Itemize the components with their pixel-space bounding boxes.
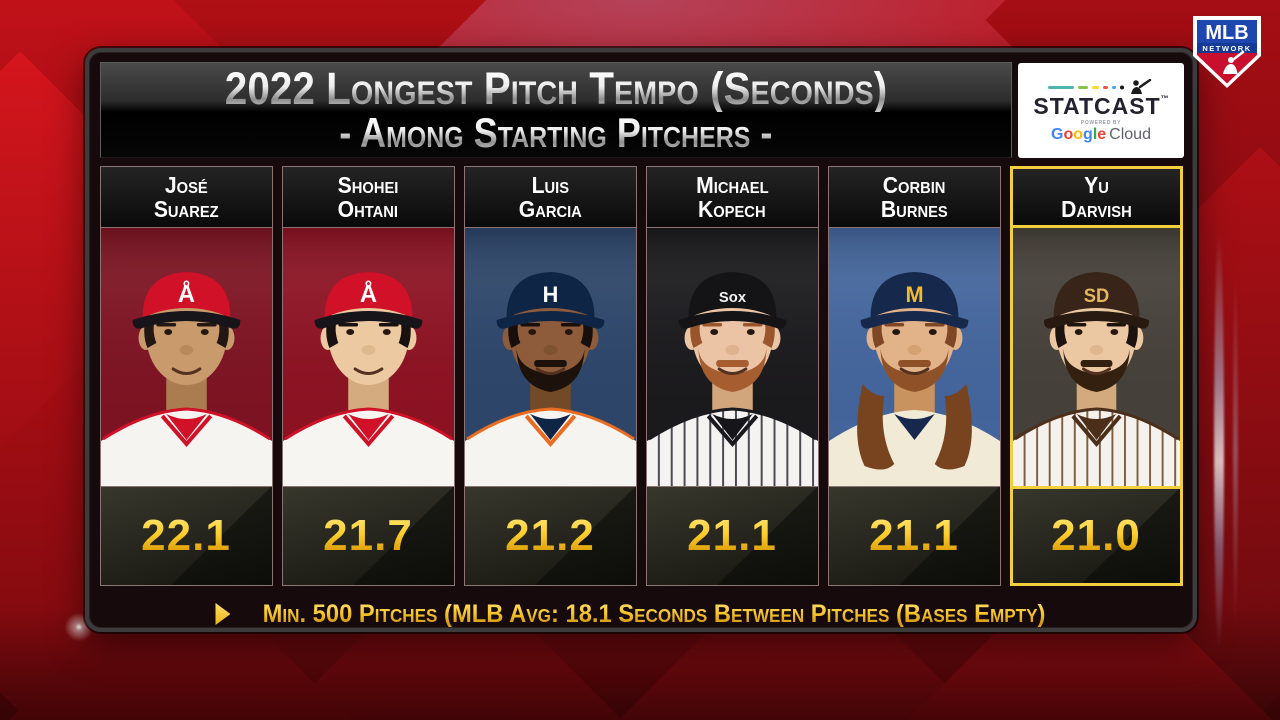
player-tempo-value-box: 21.1 — [645, 486, 819, 586]
statcast-powered-by-label: POWERED BY — [1080, 119, 1122, 126]
player-photo: SD — [1009, 228, 1183, 486]
player-portrait-illustration: Å — [282, 228, 454, 486]
player-last-name: Darvish — [1060, 196, 1132, 222]
statcast-wordmark: STATCAST™ — [1033, 92, 1169, 119]
light-streak — [1233, 270, 1238, 630]
player-column-darvish: Yu Darvish — [1009, 166, 1183, 586]
player-column-kopech: Michael Kopech — [645, 166, 819, 586]
player-name: Shohei Ohtani — [281, 166, 455, 228]
svg-text:NETWORK: NETWORK — [1202, 44, 1251, 53]
team-cap-logo: M — [905, 282, 923, 307]
page-title: 2022 Longest Pitch Tempo (Seconds) — [224, 62, 888, 114]
player-first-name: Michael — [695, 171, 769, 198]
player-photo: Å — [99, 228, 273, 486]
player-portrait-illustration: SD — [1012, 228, 1180, 486]
team-cap-logo: Sox — [718, 290, 746, 306]
player-column-suarez: José Suarez — [99, 166, 273, 586]
player-column-ohtani: Shohei Ohtani — [281, 166, 455, 586]
players-row: José Suarez — [89, 166, 1193, 586]
player-photo: Sox — [645, 228, 819, 486]
player-first-name: Luis — [531, 171, 569, 198]
player-photo: Å — [281, 228, 455, 486]
player-tempo-value: 21.1 — [869, 511, 959, 560]
player-tempo-value: 22.1 — [141, 511, 231, 560]
player-first-name: Yu — [1083, 171, 1109, 198]
player-first-name: Shohei — [337, 171, 399, 198]
player-column-burnes: Corbin Burnes — [827, 166, 1001, 586]
player-name: Michael Kopech — [645, 166, 819, 228]
player-tempo-value-box: 21.1 — [827, 486, 1001, 586]
statcast-logo: STATCAST™ POWERED BY Google Cloud — [1018, 63, 1184, 158]
player-column-garcia: Luis Garcia — [463, 166, 637, 586]
svg-text:MLB: MLB — [1205, 22, 1248, 44]
player-last-name: Garcia — [518, 196, 582, 222]
player-tempo-value: 21.0 — [1051, 511, 1141, 560]
mlb-network-logo: MLB NETWORK — [1190, 14, 1264, 90]
footnote-text: Min. 500 Pitches (MLB Avg: 18.1 Seconds … — [263, 599, 1046, 628]
player-tempo-value-box: 21.2 — [463, 486, 637, 586]
title-bar: 2022 Longest Pitch Tempo (Seconds) - Amo… — [100, 62, 1012, 158]
team-cap-logo: SD — [1083, 285, 1108, 306]
team-cap-logo: Å — [359, 280, 376, 308]
team-cap-logo: Å — [177, 280, 194, 308]
team-cap-logo: H — [542, 282, 558, 307]
player-name: Luis Garcia — [463, 166, 637, 228]
player-portrait-illustration: Å — [100, 228, 272, 486]
player-first-name: José — [164, 171, 208, 198]
player-photo: M — [827, 228, 1001, 486]
footnote: Min. 500 Pitches (MLB Avg: 18.1 Seconds … — [89, 598, 1193, 630]
player-tempo-value: 21.1 — [687, 511, 777, 560]
player-first-name: Corbin — [882, 171, 946, 198]
player-tempo-value-box: 21.0 — [1009, 486, 1183, 586]
player-name: Yu Darvish — [1009, 166, 1183, 228]
player-last-name: Burnes — [880, 196, 948, 222]
light-streak — [1214, 230, 1224, 650]
player-tempo-value-box: 21.7 — [281, 486, 455, 586]
player-tempo-value-box: 22.1 — [99, 486, 273, 586]
play-arrow-icon — [215, 603, 231, 625]
page-subtitle: - Among Starting Pitchers - — [339, 108, 773, 156]
player-portrait-illustration: Sox — [646, 228, 818, 486]
player-last-name: Ohtani — [337, 196, 399, 222]
player-tempo-value: 21.2 — [505, 511, 595, 560]
player-name: Corbin Burnes — [827, 166, 1001, 228]
player-photo: H — [463, 228, 637, 486]
player-portrait-illustration: H — [464, 228, 636, 486]
player-tempo-value: 21.7 — [323, 511, 413, 560]
leaderboard-panel: 2022 Longest Pitch Tempo (Seconds) - Amo… — [85, 48, 1197, 632]
player-portrait-illustration: M — [828, 228, 1000, 486]
player-last-name: Suarez — [153, 196, 219, 222]
statcast-mlb-batter-icon — [1046, 78, 1156, 95]
player-last-name: Kopech — [698, 196, 766, 222]
player-name: José Suarez — [99, 166, 273, 228]
google-cloud-logo: Google Cloud — [1051, 125, 1151, 143]
